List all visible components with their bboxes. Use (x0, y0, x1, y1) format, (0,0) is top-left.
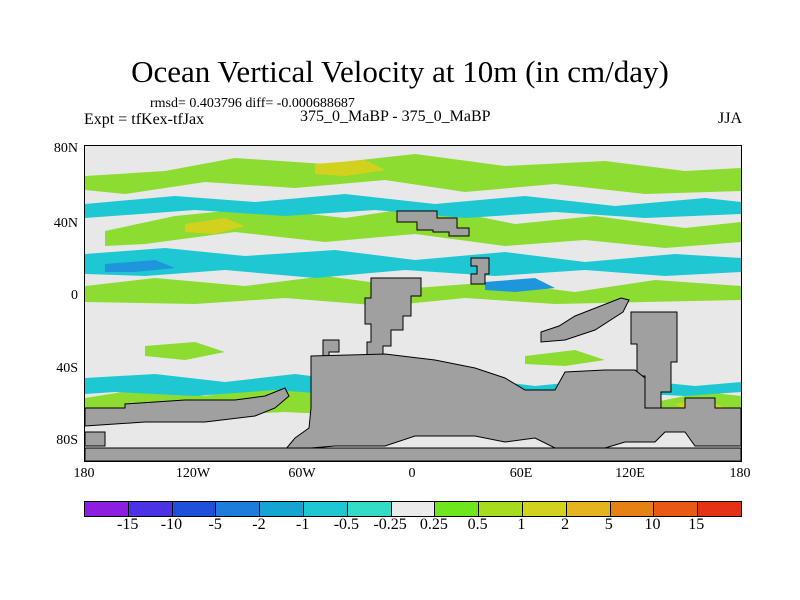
lat-tick-80n: 80N (53, 141, 78, 156)
lat-tick-40n: 40N (53, 216, 78, 231)
colorbar-label: -15 (117, 516, 139, 533)
colorbar-swatch (654, 502, 699, 516)
colorbar-label: 2 (561, 516, 570, 533)
strong-negative-patches (105, 260, 555, 292)
colorbar-label: -1 (295, 516, 310, 533)
map-panel (84, 145, 742, 462)
lat-tick-80s: 80S (56, 433, 78, 448)
colorbar-swatch (347, 502, 392, 516)
velocity-field-map (85, 146, 741, 461)
colorbar-swatch (128, 502, 173, 516)
land-masses (85, 210, 741, 461)
colorbar-swatch (610, 502, 655, 516)
run-comparison-label: 375_0_MaBP - 375_0_MaBP (300, 108, 491, 125)
colorbar-swatch (566, 502, 611, 516)
lon-tick-180e: 180 (729, 466, 751, 481)
colorbar-swatch (172, 502, 217, 516)
colorbar-label: 0.5 (467, 516, 488, 533)
season-label: JJA (717, 110, 742, 127)
colorbar-label: 1 (517, 516, 526, 533)
colorbar-label: 5 (604, 516, 613, 533)
lon-tick-120w: 120W (175, 466, 211, 481)
colorbar-swatch (522, 502, 567, 516)
colorbar-swatch (435, 502, 480, 516)
lon-tick-0: 0 (408, 466, 416, 481)
colorbar-swatch (479, 502, 523, 516)
colorbar-label: -0.25 (373, 516, 407, 533)
lon-tick-120e: 120E (615, 466, 645, 481)
colorbar-label: 15 (688, 516, 705, 533)
rmsd-diff-stats: rmsd= 0.403796 diff= -0.000688687 (150, 96, 355, 111)
colorbar-label: 10 (644, 516, 661, 533)
experiment-label: Expt = tfKex-tfJax (84, 111, 205, 128)
colorbar-swatch (260, 502, 304, 516)
lon-tick-60e: 60E (509, 466, 533, 481)
colorbar-swatch (216, 502, 261, 516)
colorbar-label: -5 (208, 516, 222, 533)
colorbar-swatch (303, 502, 348, 516)
lon-tick-60w: 60W (288, 466, 316, 481)
lat-tick-40s: 40S (56, 361, 78, 376)
colorbar (84, 501, 742, 517)
colorbar-label: -10 (160, 516, 183, 533)
lat-tick-0: 0 (71, 288, 78, 303)
colorbar-label: -2 (252, 516, 266, 533)
colorbar-swatch (85, 502, 129, 516)
colorbar-label: -0.5 (333, 516, 360, 533)
colorbar-swatch (698, 502, 741, 516)
plot-title: Ocean Vertical Velocity at 10m (in cm/da… (131, 54, 669, 89)
lon-tick-180w: 180 (73, 466, 95, 481)
colorbar-swatch (391, 502, 436, 516)
colorbar-label: 0.25 (419, 516, 448, 533)
